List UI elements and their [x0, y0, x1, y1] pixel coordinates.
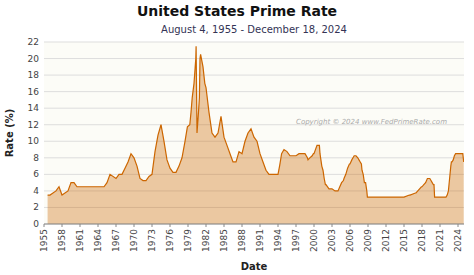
x-tick-label: 1964: [93, 229, 103, 252]
title: United States Prime Rate: [137, 3, 337, 19]
y-tick-label: 20: [28, 54, 40, 64]
x-tick-label: 1958: [57, 229, 67, 252]
x-tick: [134, 224, 135, 227]
x-tick-label: 1997: [291, 229, 301, 252]
y-tick-label: 16: [28, 87, 40, 97]
y-tick-label: 6: [33, 169, 39, 179]
x-tick-label: 1973: [147, 229, 157, 252]
x-tick-label: 1994: [273, 229, 283, 252]
x-tick: [62, 224, 63, 227]
grid-line: [44, 224, 464, 225]
x-tick-label: 2003: [327, 229, 337, 252]
x-tick: [386, 224, 387, 227]
grid-line: [44, 108, 464, 109]
x-tick: [422, 224, 423, 227]
x-tick-label: 1991: [255, 229, 265, 252]
grid-line: [44, 42, 464, 43]
x-tick-label: 1985: [219, 229, 229, 252]
x-tick-label: 2018: [417, 229, 427, 252]
x-tick: [242, 224, 243, 227]
x-tick: [80, 224, 81, 227]
y-tick-label: 8: [33, 153, 39, 163]
x-tick-label: 2012: [381, 229, 391, 252]
x-tick: [188, 224, 189, 227]
x-tick: [278, 224, 279, 227]
y-tick-label: 4: [33, 186, 39, 196]
x-tick: [98, 224, 99, 227]
y-tick-label: 12: [28, 120, 39, 130]
x-tick-label: 2021: [435, 229, 445, 252]
x-tick: [116, 224, 117, 227]
x-tick-label: 1967: [111, 229, 121, 252]
grid-line: [44, 58, 464, 59]
x-tick-label: 2009: [363, 229, 373, 252]
x-tick-label: 1988: [237, 229, 247, 252]
x-tick-label: 2015: [399, 229, 409, 252]
x-tick: [332, 224, 333, 227]
x-tick-label: 2006: [345, 229, 355, 252]
x-tick: [404, 224, 405, 227]
x-tick: [44, 224, 45, 227]
x-tick-label: 1982: [201, 229, 211, 252]
x-axis-label: Date: [241, 261, 268, 272]
x-axis-line: [44, 224, 464, 225]
area: [48, 46, 464, 224]
x-tick-label: 1979: [183, 229, 193, 252]
subtitle: August 4, 1955 - December 18, 2024: [161, 24, 347, 35]
y-tick-label: 14: [28, 103, 40, 113]
plot-marks: [48, 46, 464, 224]
y-tick-label: 2: [33, 202, 39, 212]
x-tick: [440, 224, 441, 227]
y-axis-label: Rate (%): [4, 109, 15, 158]
x-tick-label: 1955: [39, 229, 49, 252]
y-tick-label: 18: [28, 70, 40, 80]
grid-line: [44, 91, 464, 92]
x-tick: [260, 224, 261, 227]
x-tick: [314, 224, 315, 227]
x-tick: [206, 224, 207, 227]
line: [48, 46, 464, 197]
x-tick-label: 1961: [75, 229, 85, 252]
y-tick-label: 0: [33, 219, 39, 229]
x-tick: [152, 224, 153, 227]
y-tick-label: 22: [28, 37, 39, 47]
x-tick: [368, 224, 369, 227]
x-tick-label: 1976: [165, 229, 175, 252]
x-tick: [458, 224, 459, 227]
x-tick-label: 1970: [129, 229, 139, 252]
x-tick: [350, 224, 351, 227]
x-tick-label: 2000: [309, 229, 319, 252]
chart: 0 2 4 6 8 10 12 14 16 18 20 22 1955 1958 1961 1964 1967 1…: [0, 0, 474, 275]
annotation: Copyright © 2024 www.FedPrimeRate.com: [296, 118, 447, 126]
x-tick-label: 2024: [453, 229, 463, 252]
x-tick: [224, 224, 225, 227]
plot-area: [44, 42, 464, 224]
x-tick: [170, 224, 171, 227]
x-tick: [296, 224, 297, 227]
y-tick-label: 10: [28, 136, 40, 146]
grid-line: [44, 75, 464, 76]
